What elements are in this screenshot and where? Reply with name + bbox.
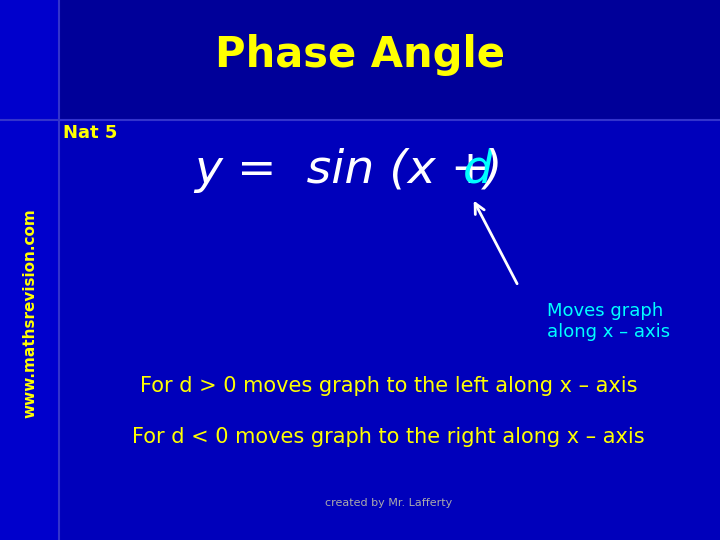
Text: d: d (462, 147, 492, 193)
Bar (0, 0, 59, 540)
Text: created by Mr. Lafferty: created by Mr. Lafferty (325, 498, 452, 508)
Text: Nat 5: Nat 5 (63, 124, 117, 142)
Text: For d < 0 moves graph to the right along x – axis: For d < 0 moves graph to the right along… (132, 427, 645, 448)
Text: y =  sin (x +: y = sin (x + (194, 147, 505, 193)
Text: Moves graph
along x – axis: Moves graph along x – axis (547, 302, 670, 341)
Text: www.mathsrevision.com: www.mathsrevision.com (22, 208, 37, 418)
Text: Phase Angle: Phase Angle (215, 34, 505, 76)
Text: For d > 0 moves graph to the left along x – axis: For d > 0 moves graph to the left along … (140, 376, 637, 396)
Text: ): ) (485, 147, 503, 193)
Bar (0, 0, 720, 120)
